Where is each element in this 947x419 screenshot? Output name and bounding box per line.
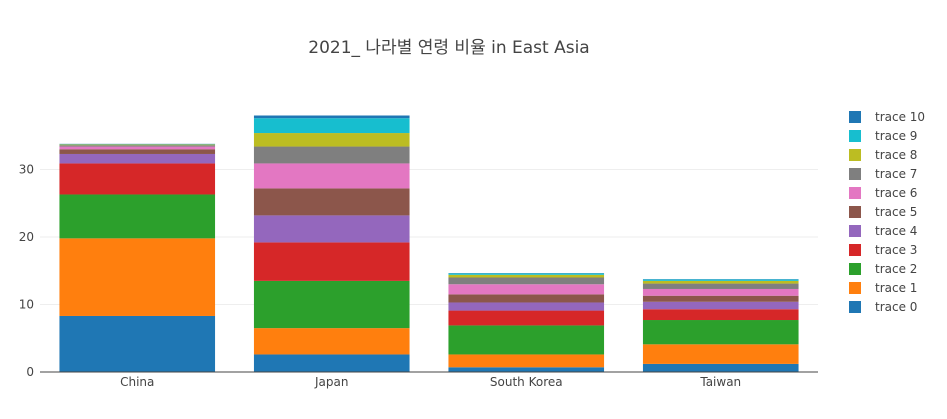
legend-label: trace 3 xyxy=(875,243,917,257)
bar-trace-3-taiwan[interactable] xyxy=(643,309,799,320)
y-tick-label: 0 xyxy=(26,365,34,379)
bar-trace-6-japan[interactable] xyxy=(254,163,410,188)
bar-trace-8-china[interactable] xyxy=(59,145,215,146)
bar-trace-0-south-korea[interactable] xyxy=(448,367,604,372)
legend-item[interactable]: trace 5 xyxy=(849,205,917,219)
bar-trace-1-china[interactable] xyxy=(59,238,215,316)
legend-item[interactable]: trace 7 xyxy=(849,167,917,181)
legend-item[interactable]: trace 1 xyxy=(849,281,917,295)
bar-trace-9-japan[interactable] xyxy=(254,118,410,133)
legend-item[interactable]: trace 4 xyxy=(849,224,917,238)
bar-trace-1-taiwan[interactable] xyxy=(643,344,799,364)
y-tick-label: 10 xyxy=(19,298,34,312)
bar-trace-8-taiwan[interactable] xyxy=(643,281,799,284)
x-tick-label: South Korea xyxy=(490,375,563,389)
bar-trace-9-taiwan[interactable] xyxy=(643,280,799,281)
bar-trace-0-china[interactable] xyxy=(59,316,215,372)
bars-group xyxy=(59,116,798,373)
legend-swatch xyxy=(849,263,861,275)
legend-label: trace 1 xyxy=(875,281,917,295)
legend-item[interactable]: trace 6 xyxy=(849,186,917,200)
bar-trace-8-japan[interactable] xyxy=(254,133,410,147)
bar-trace-7-china[interactable] xyxy=(59,145,215,146)
legend-item[interactable]: trace 3 xyxy=(849,243,917,257)
y-tick-label: 30 xyxy=(19,163,34,177)
legend-item[interactable]: trace 2 xyxy=(849,262,917,276)
x-tick-label: Japan xyxy=(314,375,348,389)
bar-trace-8-south-korea[interactable] xyxy=(448,275,604,278)
bar-trace-10-japan[interactable] xyxy=(254,116,410,119)
chart-title: 2021_ 나라별 연령 비율 in East Asia xyxy=(308,38,589,58)
bar-trace-1-south-korea[interactable] xyxy=(448,354,604,367)
bar-trace-4-japan[interactable] xyxy=(254,215,410,242)
legend-item[interactable]: trace 10 xyxy=(849,110,925,124)
x-tick-label: China xyxy=(120,375,154,389)
legend-swatch xyxy=(849,301,861,313)
legend-label: trace 5 xyxy=(875,205,917,219)
bar-trace-7-south-korea[interactable] xyxy=(448,278,604,285)
legend-swatch xyxy=(849,130,861,142)
legend-item[interactable]: trace 9 xyxy=(849,129,917,143)
legend-swatch xyxy=(849,206,861,218)
legend-label: trace 8 xyxy=(875,148,917,162)
legend-label: trace 0 xyxy=(875,300,917,314)
legend-item[interactable]: trace 8 xyxy=(849,148,917,162)
legend-swatch xyxy=(849,111,861,123)
y-tick-label: 20 xyxy=(19,230,34,244)
bar-trace-3-south-korea[interactable] xyxy=(448,311,604,326)
bar-trace-0-japan[interactable] xyxy=(254,354,410,372)
legend-swatch xyxy=(849,149,861,161)
legend-swatch xyxy=(849,244,861,256)
legend-swatch xyxy=(849,187,861,199)
legend-swatch xyxy=(849,282,861,294)
legend-label: trace 2 xyxy=(875,262,917,276)
bar-trace-2-south-korea[interactable] xyxy=(448,325,604,354)
bar-trace-6-taiwan[interactable] xyxy=(643,289,799,296)
bar-trace-5-taiwan[interactable] xyxy=(643,296,799,302)
x-tick-labels: China Japan South Korea Taiwan xyxy=(120,375,741,389)
legend-swatch xyxy=(849,225,861,237)
bar-trace-5-japan[interactable] xyxy=(254,188,410,215)
bar-trace-5-china[interactable] xyxy=(59,149,215,154)
bar-trace-0-taiwan[interactable] xyxy=(643,364,799,372)
legend-label: trace 9 xyxy=(875,129,917,143)
bar-trace-4-taiwan[interactable] xyxy=(643,302,799,309)
legend-label: trace 4 xyxy=(875,224,917,238)
bar-trace-6-china[interactable] xyxy=(59,147,215,150)
bar-trace-7-japan[interactable] xyxy=(254,147,410,164)
bar-trace-1-japan[interactable] xyxy=(254,328,410,354)
bar-trace-3-japan[interactable] xyxy=(254,242,410,280)
bar-trace-9-south-korea[interactable] xyxy=(448,273,604,274)
bar-trace-4-china[interactable] xyxy=(59,154,215,163)
bar-trace-2-china[interactable] xyxy=(59,194,215,238)
bar-trace-2-taiwan[interactable] xyxy=(643,320,799,344)
bar-trace-2-japan[interactable] xyxy=(254,281,410,328)
legend-label: trace 6 xyxy=(875,186,917,200)
legend-swatch xyxy=(849,168,861,180)
legend-item[interactable]: trace 0 xyxy=(849,300,917,314)
bar-trace-6-south-korea[interactable] xyxy=(448,284,604,294)
y-tick-labels: 0 10 20 30 xyxy=(19,163,34,380)
bar-trace-4-south-korea[interactable] xyxy=(448,302,604,310)
x-tick-label: Taiwan xyxy=(699,375,741,389)
bar-trace-7-taiwan[interactable] xyxy=(643,284,799,289)
legend: trace 10 trace 9 trace 8 trace 7 trace 6 trac… xyxy=(849,110,925,314)
legend-label: trace 7 xyxy=(875,167,917,181)
legend-label: trace 10 xyxy=(875,110,925,124)
bar-trace-3-china[interactable] xyxy=(59,163,215,194)
bar-trace-5-south-korea[interactable] xyxy=(448,294,604,302)
